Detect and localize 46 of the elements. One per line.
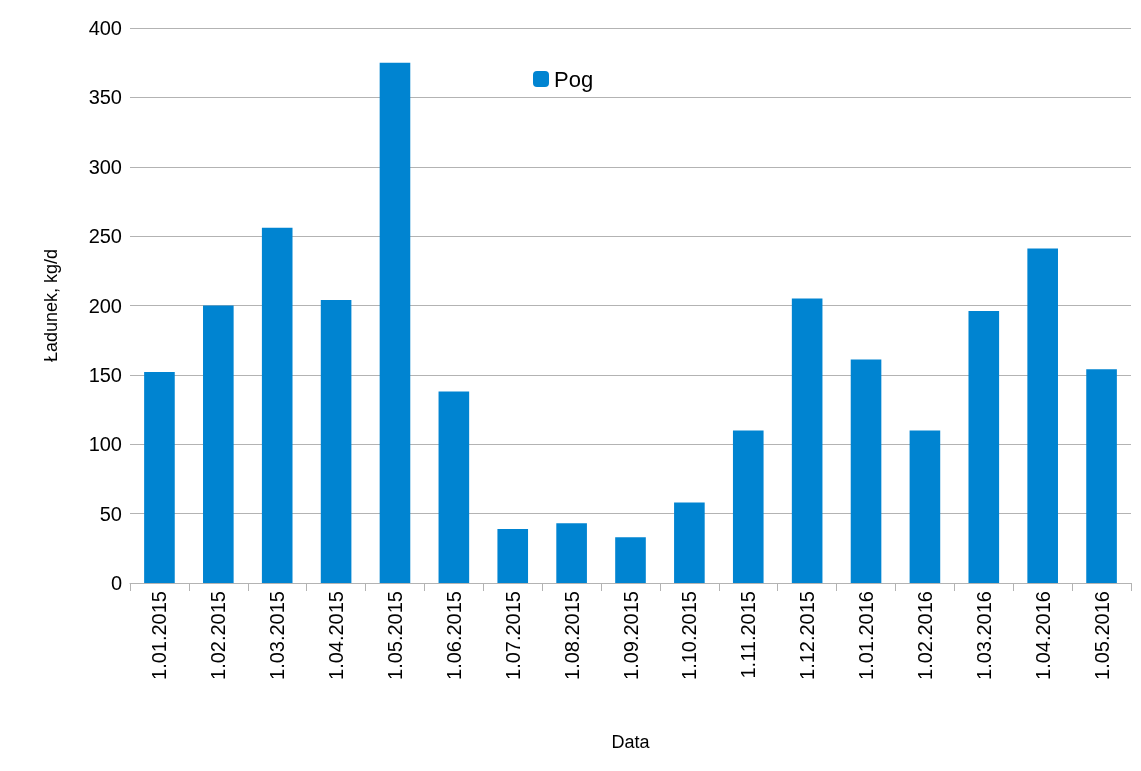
bar (203, 305, 234, 583)
x-tick-label: 1.04.2015 (325, 591, 348, 680)
x-tick-label: 1.03.2015 (266, 591, 289, 680)
bar (1086, 369, 1117, 583)
x-tick-label: 1.01.2016 (855, 591, 878, 680)
x-tick-label: 1.09.2015 (619, 591, 642, 680)
y-tick-label: 50 (99, 502, 122, 525)
bar (556, 523, 587, 583)
bar (261, 227, 293, 583)
x-tick-label: 1.10.2015 (678, 591, 701, 680)
bar (909, 430, 941, 583)
x-tick-label: 1.07.2015 (501, 591, 524, 680)
y-tick-label: 150 (88, 363, 122, 386)
bar (144, 372, 175, 583)
bar (438, 391, 470, 583)
y-tick-label: 0 (110, 572, 122, 594)
y-tick-label: 200 (88, 294, 122, 317)
bar (732, 430, 764, 583)
y-tick-label: 100 (88, 433, 122, 456)
x-tick-label: 1.01.2015 (148, 591, 171, 680)
x-tick-label: 1.02.2016 (913, 591, 936, 680)
legend-label: Pog (554, 66, 594, 92)
x-tick-label: 1.11.2015 (737, 591, 760, 679)
y-tick-label: 350 (88, 86, 122, 109)
y-axis-title: Ładunek, kg/d (41, 248, 61, 363)
bar (1027, 248, 1058, 583)
x-tick-label: 1.05.2015 (383, 591, 406, 680)
bar (379, 62, 411, 583)
bar (497, 528, 529, 583)
bar (968, 311, 1000, 583)
x-tick-label: 1.03.2016 (972, 591, 995, 680)
bar (615, 537, 646, 583)
x-tick-label: 1.12.2015 (796, 591, 819, 680)
bar (791, 298, 823, 583)
x-axis-title: Data (611, 732, 651, 752)
x-tick-label: 1.05.2016 (1090, 591, 1113, 680)
x-tick-label: 1.04.2016 (1031, 591, 1054, 680)
bar (850, 359, 882, 583)
x-tick-label: 1.02.2015 (207, 591, 230, 680)
y-tick-label: 300 (88, 155, 122, 178)
x-tick-label: 1.08.2015 (560, 591, 583, 680)
bar (674, 502, 705, 583)
x-tick-label: 1.06.2015 (442, 591, 465, 680)
bar (320, 299, 352, 583)
y-tick-label: 250 (88, 225, 122, 248)
y-tick-label: 400 (88, 17, 122, 39)
